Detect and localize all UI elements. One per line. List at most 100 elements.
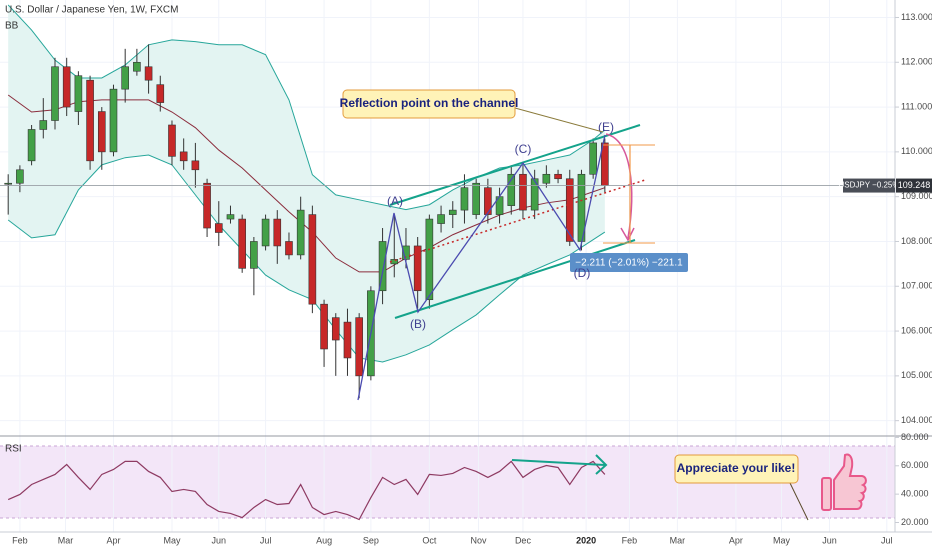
x-tick-label: Mar <box>670 535 686 545</box>
y-tick-label: 107.000 <box>901 281 932 291</box>
rsi-tick-label: 40.000 <box>901 489 929 499</box>
candle-body <box>437 214 445 224</box>
candle-body <box>273 218 282 247</box>
candle-body <box>109 88 118 153</box>
candle-body <box>448 209 457 215</box>
candle-body <box>425 218 434 301</box>
candle-body <box>460 187 469 211</box>
x-tick-label: Oct <box>422 535 437 545</box>
rsi-tick-label: 60.000 <box>901 460 929 470</box>
arrow-head <box>620 227 635 242</box>
candle-body <box>16 169 24 184</box>
candle-body <box>179 151 188 162</box>
x-tick-label: Dec <box>515 535 532 545</box>
channel-top <box>389 124 641 206</box>
candle-body <box>484 187 492 215</box>
indicator-label: BB <box>5 21 19 32</box>
x-tick-label: May <box>163 535 181 545</box>
candle-body <box>250 241 258 269</box>
price-box <box>896 178 932 193</box>
rsi-tick-label: 20.000 <box>901 517 929 527</box>
candle-body <box>203 182 211 229</box>
candle-body <box>285 241 293 256</box>
candle-body <box>214 223 223 233</box>
candle-body <box>589 142 597 175</box>
candle-body <box>133 61 141 72</box>
rsi-line <box>7 460 606 521</box>
callout-pointer <box>789 482 809 521</box>
candle-body <box>402 245 410 260</box>
x-tick-label: Jun <box>212 535 227 545</box>
y-tick-label: 106.000 <box>901 325 932 335</box>
x-tick-label: Feb <box>12 535 28 545</box>
candle-body <box>355 317 363 377</box>
measure-box <box>570 253 688 272</box>
point-label: (C) <box>515 142 532 156</box>
y-tick-label: 112.000 <box>901 57 932 67</box>
callout-box <box>342 89 516 119</box>
rsi-tick-label: 80.000 <box>901 432 929 442</box>
point-label: (B) <box>410 317 426 331</box>
candle-body <box>261 218 270 247</box>
x-tick-label: May <box>773 535 791 545</box>
rsi-label: RSI <box>5 444 22 455</box>
y-tick-label: 108.000 <box>901 236 932 246</box>
candle-body <box>238 218 246 269</box>
y-tick-label: 105.000 <box>901 370 932 380</box>
candle-body <box>74 75 83 112</box>
candle-body <box>4 182 12 185</box>
x-tick-label: Nov <box>470 535 487 545</box>
callout-text: Appreciate your like! <box>677 461 796 475</box>
candle-body <box>554 173 562 180</box>
candle-body <box>168 124 176 157</box>
point-label: (E) <box>598 120 614 134</box>
candle-body <box>530 178 539 211</box>
callout-box <box>674 454 799 484</box>
symbol-box <box>843 178 895 193</box>
x-tick-label: Jul <box>881 535 893 545</box>
last-price: USDJPY −0.25%109.248 <box>0 178 932 193</box>
candle-body <box>226 214 235 220</box>
point-label: (D) <box>574 266 591 280</box>
rsi-pane <box>7 454 608 521</box>
candle-body <box>296 209 305 256</box>
axes: 104.000 105.000 106.000 107.000 108.000 109.0… <box>12 12 932 546</box>
measure-label: −2.211 (−2.01%) −221.1 <box>575 258 683 269</box>
candle-body <box>27 129 36 162</box>
candle-body <box>39 120 48 130</box>
y-tick-label: 111.000 <box>901 101 932 111</box>
candle-body <box>51 66 59 121</box>
chart-title: U.S. Dollar / Japanese Yen, 1W, FXCM <box>5 5 178 16</box>
candle-body <box>156 84 165 103</box>
candle-body <box>308 214 317 305</box>
rsi-arrow-head <box>595 454 608 475</box>
x-tick-label: Jul <box>260 535 272 545</box>
candle-body <box>378 241 387 292</box>
x-tick-label: Apr <box>106 535 120 545</box>
x-tick-label: Jun <box>822 535 837 545</box>
callout-text: Reflection point on the channel <box>340 96 519 110</box>
candle-body <box>320 303 328 350</box>
candle-body <box>121 66 129 90</box>
callout-pointer <box>514 107 604 133</box>
candle-body <box>331 317 340 341</box>
candle-body <box>519 173 527 211</box>
rsi-trend-arrow <box>511 459 606 466</box>
x-tick-label: Feb <box>622 535 638 545</box>
x-tick-label: Mar <box>58 535 74 545</box>
candle-body <box>472 182 480 215</box>
candle-body <box>507 173 516 206</box>
y-tick-label: 110.000 <box>901 146 932 156</box>
candle-body <box>565 178 574 242</box>
x-tick-label: 2020 <box>576 535 596 545</box>
candle-body <box>97 111 106 153</box>
y-tick-label: 113.000 <box>901 12 932 22</box>
y-tick-label: 109.000 <box>901 191 932 201</box>
x-tick-label: Apr <box>729 535 743 545</box>
symbol-label: USDJPY −0.25% <box>839 181 900 190</box>
candle-body <box>413 245 422 292</box>
x-tick-label: Sep <box>363 535 379 545</box>
candle-body <box>86 79 94 162</box>
candle-body <box>191 160 200 171</box>
